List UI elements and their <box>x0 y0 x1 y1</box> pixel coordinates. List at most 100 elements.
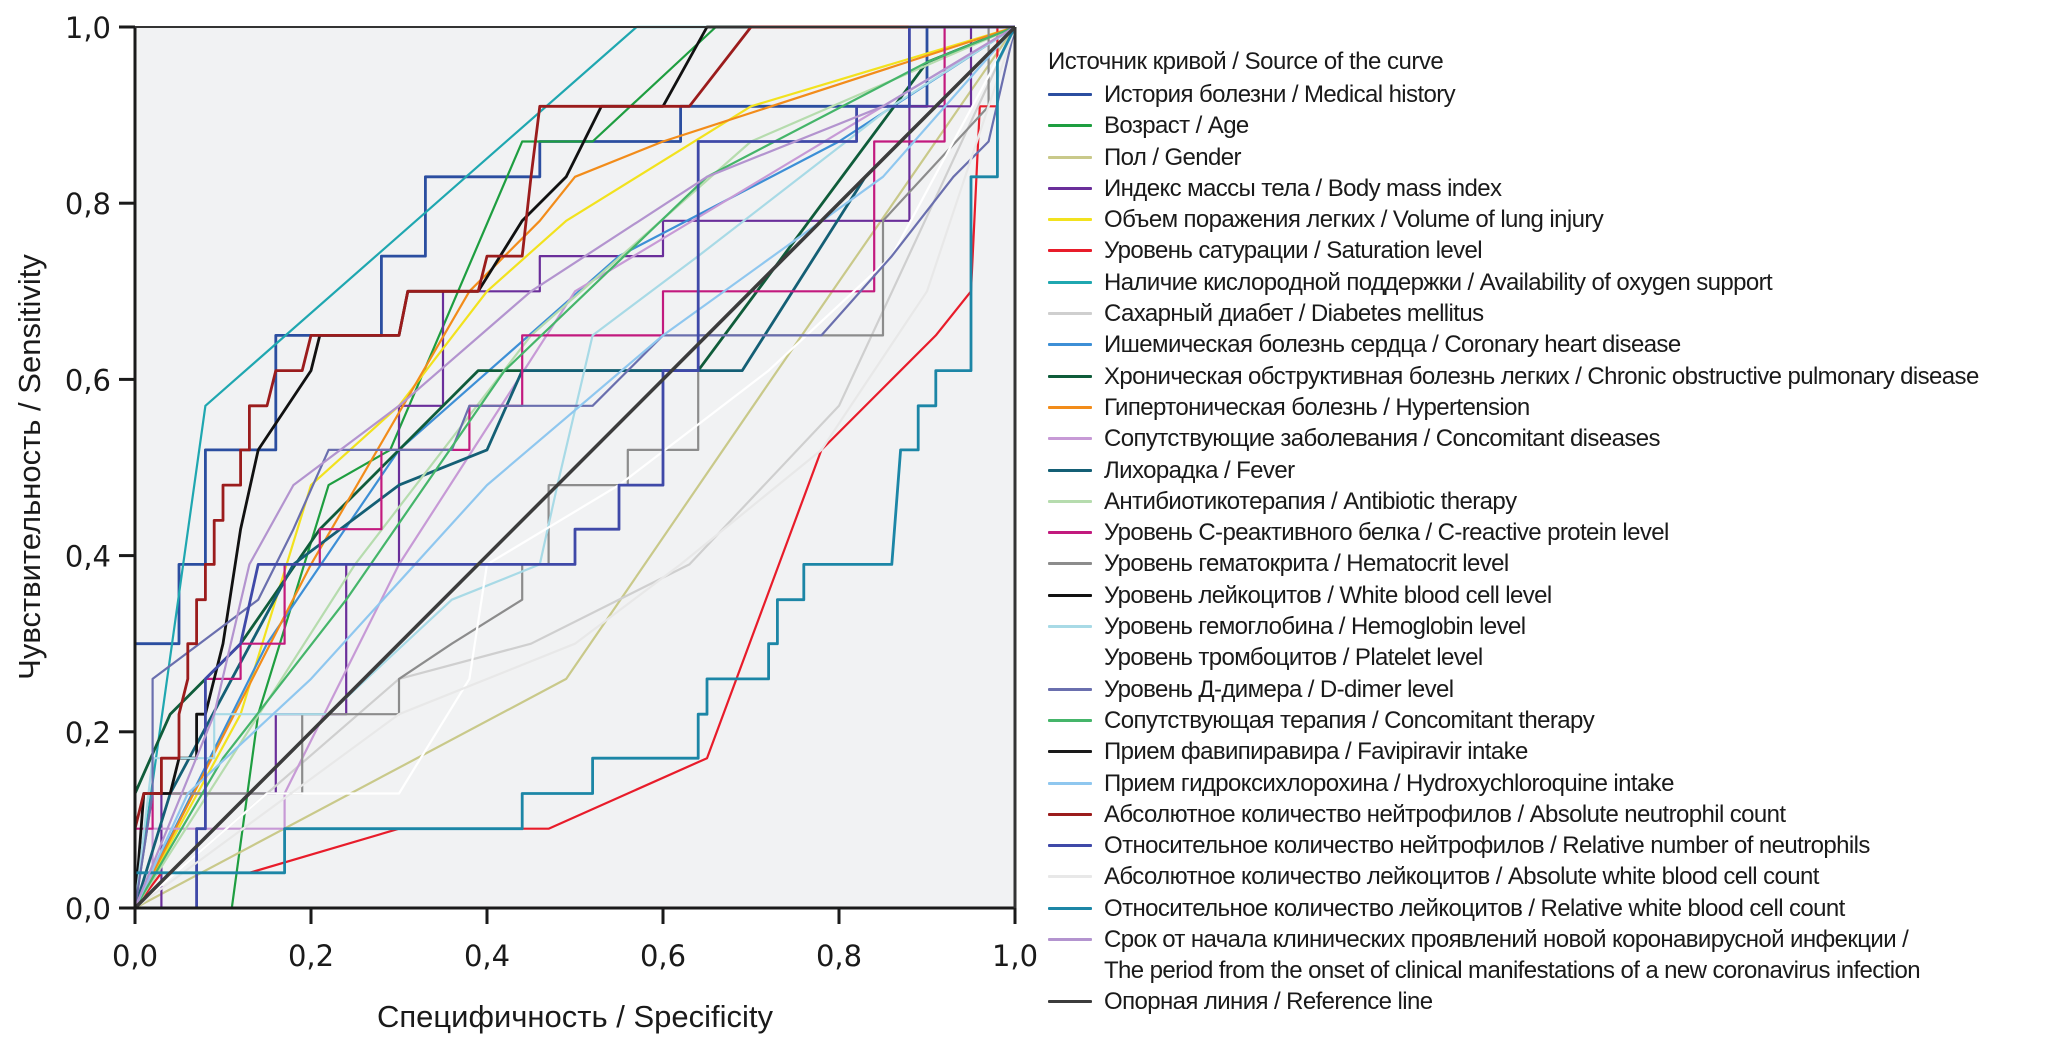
x-tick-label: 0,8 <box>816 939 862 973</box>
legend-label: Уровень С-реактивного белка / C-reactive… <box>1104 519 1669 547</box>
x-tick-label: 0,2 <box>288 939 334 973</box>
legend-swatch <box>1048 906 1092 910</box>
legend-swatch <box>1048 249 1092 253</box>
curve-relative-number-of-neutrophils <box>135 25 1015 910</box>
legend-label: Ишемическая болезнь сердца / Coronary he… <box>1104 331 1681 359</box>
legend-label: Абсолютное количество нейтрофилов / Abso… <box>1104 800 1786 828</box>
legend-item-diabetes-mellitus: Сахарный диабет / Diabetes mellitus <box>1048 298 2063 329</box>
legend-label: Сахарный диабет / Diabetes mellitus <box>1104 300 1484 328</box>
y-tick-label: 0,2 <box>65 716 111 750</box>
legend-label: Уровень гемоглобина / Hemoglobin level <box>1104 613 1526 641</box>
x-tick-label: 0,6 <box>640 939 686 973</box>
x-tick-label: 1,0 <box>992 939 1038 973</box>
y-tick-label: 1,0 <box>65 11 111 45</box>
legend-label: Хроническая обструктивная болезнь легких… <box>1104 362 1979 390</box>
legend-swatch <box>1048 781 1092 785</box>
curve-volume-of-lung-injury <box>134 25 1016 909</box>
legend-swatch <box>1048 750 1092 754</box>
legend-label: Пол / Gender <box>1104 143 1242 171</box>
curve-relative-white-blood-cell-count <box>133 26 1017 908</box>
legend-swatch <box>1048 938 1092 942</box>
legend-swatch <box>1048 531 1092 535</box>
legend-item-platelet-level: Уровень тромбоцитов / Platelet level <box>1048 642 2063 673</box>
curve-d-dimer-level <box>133 26 1017 909</box>
legend-swatch <box>1048 687 1092 691</box>
legend-label: Наличие кислородной поддержки / Availabi… <box>1104 268 1773 296</box>
legend-item-absolute-neutrophil-count: Абсолютное количество нейтрофилов / Abso… <box>1048 799 2063 830</box>
legend-label: Сопутствующая терапия / Concomitant ther… <box>1104 706 1595 734</box>
legend-label: Объем поражения легких / Volume of lung … <box>1104 206 1604 234</box>
legend-label: Уровень лейкоцитов / White blood cell le… <box>1104 581 1552 609</box>
legend-swatch <box>1048 155 1092 159</box>
legend: Источник кривой / Source of the curve Ис… <box>1048 46 2063 1017</box>
y-tick-label: 0,0 <box>65 892 111 926</box>
legend-items: История болезни / Medical history Возраст… <box>1048 79 2063 1017</box>
legend-swatch <box>1048 437 1092 441</box>
legend-item-gender: Пол / Gender <box>1048 142 2063 173</box>
roc-chart: 0,0 0,2 0,4 0,6 0,8 1,0 0,0 0,2 0,4 0,6 0,8 1,0 Сп… <box>12 11 1038 1034</box>
legend-item-hydroxychloroquine-intake: Прием гидроксихлорохина / Hydroxychloroq… <box>1048 768 2063 799</box>
legend-swatch <box>1048 1000 1092 1004</box>
legend-label: Прием гидроксихлорохина / Hydroxychloroq… <box>1104 769 1674 797</box>
legend-swatch <box>1048 405 1092 409</box>
legend-swatch <box>1048 499 1092 503</box>
legend-item-saturation-level: Уровень сатурации / Saturation level <box>1048 235 2063 266</box>
legend-item-hypertension: Гипертоническая болезнь / Hypertension <box>1048 392 2063 423</box>
legend-label: Сопутствующие заболевания / Concomitant … <box>1104 425 1660 453</box>
y-axis-ticks: 0,0 0,2 0,4 0,6 0,8 1,0 <box>65 11 135 926</box>
curve-diabetes-mellitus <box>134 26 1016 909</box>
legend-swatch <box>1048 93 1092 96</box>
curve-concomitant-therapy <box>134 25 1016 909</box>
curve-absolute-neutrophil-count <box>133 25 1015 908</box>
legend-label: Абсолютное количество лейкоцитов / Absol… <box>1104 863 1819 891</box>
legend-label: Возраст / Age <box>1104 112 1249 140</box>
legend-swatch <box>1048 875 1092 879</box>
legend-item-concomitant-diseases: Сопутствующие заболевания / Concomitant … <box>1048 423 2063 454</box>
curve-reference-line <box>133 25 1017 910</box>
legend-item-relative-number-of-neutrophils: Относительное количество нейтрофилов / R… <box>1048 830 2063 861</box>
legend-label: Опорная линия / Reference line <box>1104 988 1433 1016</box>
legend-item-volume-of-lung-injury: Объем поражения легких / Volume of lung … <box>1048 204 2063 235</box>
legend-item-medical-history: История болезни / Medical history <box>1048 79 2063 110</box>
legend-swatch <box>1048 625 1092 629</box>
legend-item-body-mass-index: Индекс массы тела / Body mass index <box>1048 173 2063 204</box>
x-axis-title: Специфичность / Specificity <box>377 999 774 1034</box>
legend-item-c-reactive-protein-level: Уровень С-реактивного белка / C-reactive… <box>1048 517 2063 548</box>
legend-item-fever: Лихорадка / Fever <box>1048 455 2063 486</box>
legend-swatch <box>1048 374 1092 378</box>
legend-swatch <box>1048 280 1092 284</box>
y-tick-label: 0,6 <box>65 363 111 397</box>
y-axis-title: Чувствительность / Sensitivity <box>12 254 47 680</box>
legend-item-concomitant-therapy: Сопутствующая терапия / Concomitant ther… <box>1048 705 2063 736</box>
y-tick-label: 0,8 <box>65 187 111 221</box>
legend-item-hematocrit-level: Уровень гематокрита / Hematocrit level <box>1048 548 2063 579</box>
legend-item-reference-line: Опорная линия / Reference line <box>1048 986 2063 1017</box>
legend-item-hemoglobin-level: Уровень гемоглобина / Hemoglobin level <box>1048 611 2063 642</box>
legend-label: Индекс массы тела / Body mass index <box>1104 174 1502 202</box>
legend-label: Уровень гематокрита / Hematocrit level <box>1104 550 1509 578</box>
legend-swatch <box>1048 218 1092 222</box>
legend-label: Уровень Д-димера / D-dimer level <box>1104 675 1454 703</box>
legend-label: Лихорадка / Fever <box>1104 456 1295 484</box>
legend-label: Гипертоническая болезнь / Hypertension <box>1104 393 1530 421</box>
legend-label: Антибиотикотерапия / Antibiotic therapy <box>1104 487 1517 515</box>
curves-group <box>133 25 1017 910</box>
legend-item-age: Возраст / Age <box>1048 110 2063 141</box>
x-tick-label: 0,0 <box>112 939 158 973</box>
legend-swatch <box>1048 343 1092 347</box>
legend-item-chronic-obstructive-pulmonary-disease: Хроническая обструктивная болезнь легких… <box>1048 361 2063 392</box>
x-axis-ticks: 0,0 0,2 0,4 0,6 0,8 1,0 <box>112 908 1038 973</box>
y-tick-label: 0,4 <box>65 540 111 574</box>
legend-label: Относительное количество нейтрофилов / R… <box>1104 832 1870 860</box>
legend-label: Уровень сатурации / Saturation level <box>1104 237 1483 265</box>
legend-swatch <box>1048 593 1092 597</box>
x-tick-label: 0,4 <box>464 939 510 973</box>
legend-swatch <box>1048 718 1092 722</box>
legend-swatch <box>1048 656 1092 660</box>
legend-swatch <box>1048 812 1092 816</box>
legend-swatch <box>1048 312 1092 316</box>
legend-item-relative-white-blood-cell-count: Относительное количество лейкоцитов / Re… <box>1048 893 2063 924</box>
legend-item-absolute-white-blood-cell-count: Абсолютное количество лейкоцитов / Absol… <box>1048 861 2063 892</box>
legend-item-white-blood-cell-level: Уровень лейкоцитов / White blood cell le… <box>1048 580 2063 611</box>
legend-title: Источник кривой / Source of the curve <box>1048 48 1444 75</box>
